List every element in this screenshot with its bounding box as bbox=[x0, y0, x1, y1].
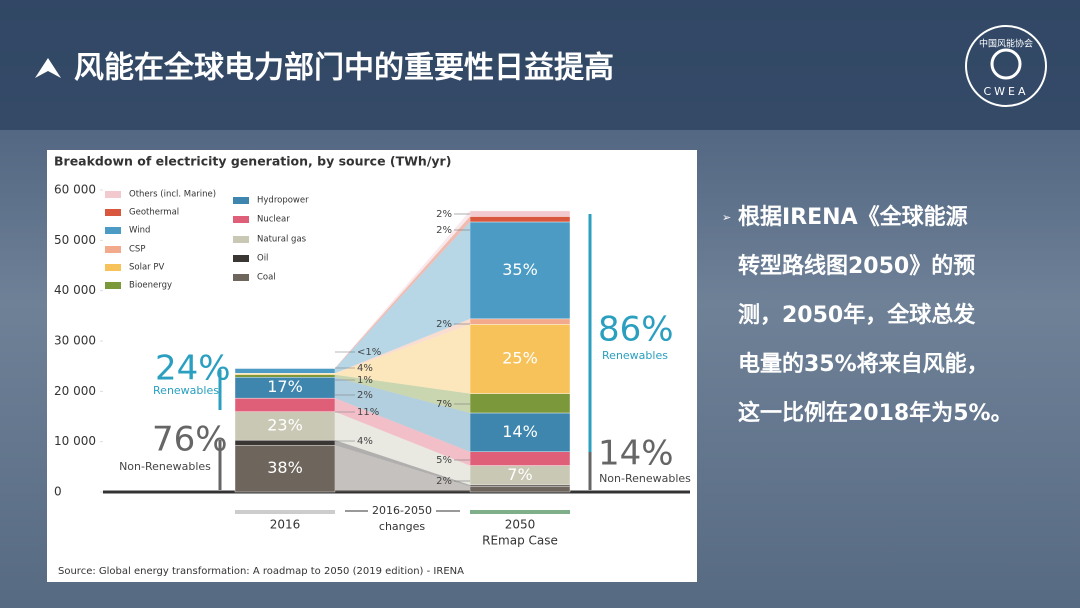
share-label: 2% bbox=[357, 390, 373, 401]
legend-label: Hydropower bbox=[257, 196, 309, 206]
annotation-caption: Non-Renewables bbox=[119, 460, 211, 473]
changes-sublabel: changes bbox=[379, 520, 425, 533]
legend-label: Others (incl. Marine) bbox=[129, 190, 216, 200]
y-tick-label: 20 000 bbox=[54, 384, 96, 398]
y-tick-label: 0 bbox=[54, 485, 62, 499]
share-label: 2% bbox=[436, 225, 452, 236]
y-tick-label: 30 000 bbox=[54, 334, 96, 348]
share-label: 11% bbox=[357, 407, 379, 418]
x-tick-sublabel: REmap Case bbox=[482, 534, 558, 548]
x-tick-label: 2050 bbox=[505, 518, 536, 532]
legend-swatch bbox=[233, 216, 249, 223]
legend-label: Nuclear bbox=[257, 215, 290, 225]
bar-segment bbox=[235, 368, 335, 373]
share-label: 7% bbox=[507, 465, 532, 484]
legend-swatch bbox=[233, 255, 249, 262]
legend-swatch bbox=[233, 236, 249, 243]
bullet-line: 电量的35%将来自风能， bbox=[738, 351, 989, 377]
legend-swatch bbox=[105, 191, 121, 198]
bar-segment bbox=[470, 211, 570, 217]
bar-segment bbox=[235, 398, 335, 412]
chart-title: Breakdown of electricity generation, by … bbox=[54, 154, 451, 169]
logo-abbr: CWEA bbox=[983, 85, 1028, 98]
legend-swatch bbox=[105, 282, 121, 289]
share-label: 4% bbox=[357, 363, 373, 374]
legend-swatch bbox=[105, 246, 121, 253]
legend-swatch bbox=[105, 264, 121, 271]
y-tick-label: 50 000 bbox=[54, 233, 96, 247]
legend-swatch bbox=[105, 227, 121, 234]
share-label: 38% bbox=[267, 458, 303, 477]
legend-label: Oil bbox=[257, 254, 268, 264]
legend-label: Solar PV bbox=[129, 263, 164, 273]
share-label: 35% bbox=[502, 260, 538, 279]
bullet-line: 转型路线图2050》的预 bbox=[738, 253, 975, 279]
bar-segment bbox=[470, 394, 570, 413]
category-bar bbox=[470, 510, 570, 514]
bar-segment bbox=[470, 319, 570, 325]
share-label: 4% bbox=[357, 436, 373, 447]
bullet-line: 测，2050年，全球总发 bbox=[738, 302, 976, 328]
y-tick-label: 10 000 bbox=[54, 434, 96, 448]
category-bar bbox=[235, 510, 335, 514]
share-label: 5% bbox=[436, 455, 452, 466]
bar-segment bbox=[470, 216, 570, 222]
annotation-caption: Renewables bbox=[153, 384, 219, 397]
share-label: 2% bbox=[436, 209, 452, 220]
bar-segment bbox=[470, 486, 570, 492]
share-label: 2% bbox=[436, 319, 452, 330]
share-label: 17% bbox=[267, 377, 303, 396]
annotation-caption: Renewables bbox=[602, 349, 668, 362]
share-label: 14% bbox=[502, 422, 538, 441]
legend-swatch bbox=[233, 274, 249, 281]
y-tick-label: 60 000 bbox=[54, 183, 96, 197]
legend-label: Natural gas bbox=[257, 235, 307, 245]
bar-segment bbox=[470, 452, 570, 466]
x-tick-label: 2016 bbox=[270, 518, 301, 532]
annotation-caption: Non-Renewables bbox=[599, 472, 691, 485]
bar-segment bbox=[470, 485, 570, 487]
share-label: 2% bbox=[436, 476, 452, 487]
legend-label: Coal bbox=[257, 273, 276, 283]
share-label: 7% bbox=[436, 399, 452, 410]
changes-label: 2016-2050 bbox=[372, 504, 432, 517]
bullet-line: 根据IRENA《全球能源 bbox=[738, 204, 968, 230]
header-title: 风能在全球电力部门中的重要性日益提高 bbox=[74, 51, 614, 86]
legend-label: Wind bbox=[129, 226, 150, 236]
y-tick-label: 40 000 bbox=[54, 283, 96, 297]
legend-label: Geothermal bbox=[129, 208, 179, 218]
legend-swatch bbox=[233, 197, 249, 204]
share-label: 25% bbox=[502, 348, 538, 367]
share-annotation: 86% bbox=[598, 310, 674, 350]
bullet-line: 这一比例在2018年为5%。 bbox=[738, 400, 1013, 426]
source: Source: Global energy transformation: A … bbox=[58, 566, 464, 577]
share-annotation: 76% bbox=[152, 420, 228, 460]
legend-swatch bbox=[105, 209, 121, 216]
bullet-marker: ➢ bbox=[722, 211, 731, 224]
share-label: 1% bbox=[357, 375, 373, 386]
share-label: <1% bbox=[357, 347, 381, 358]
share-annotation: 14% bbox=[598, 434, 674, 474]
logo-text: 中国风能协会 bbox=[979, 38, 1033, 50]
legend-label: Bioenergy bbox=[129, 281, 172, 291]
legend-label: CSP bbox=[129, 245, 145, 255]
share-label: 23% bbox=[267, 415, 303, 434]
bar-segment bbox=[235, 440, 335, 445]
